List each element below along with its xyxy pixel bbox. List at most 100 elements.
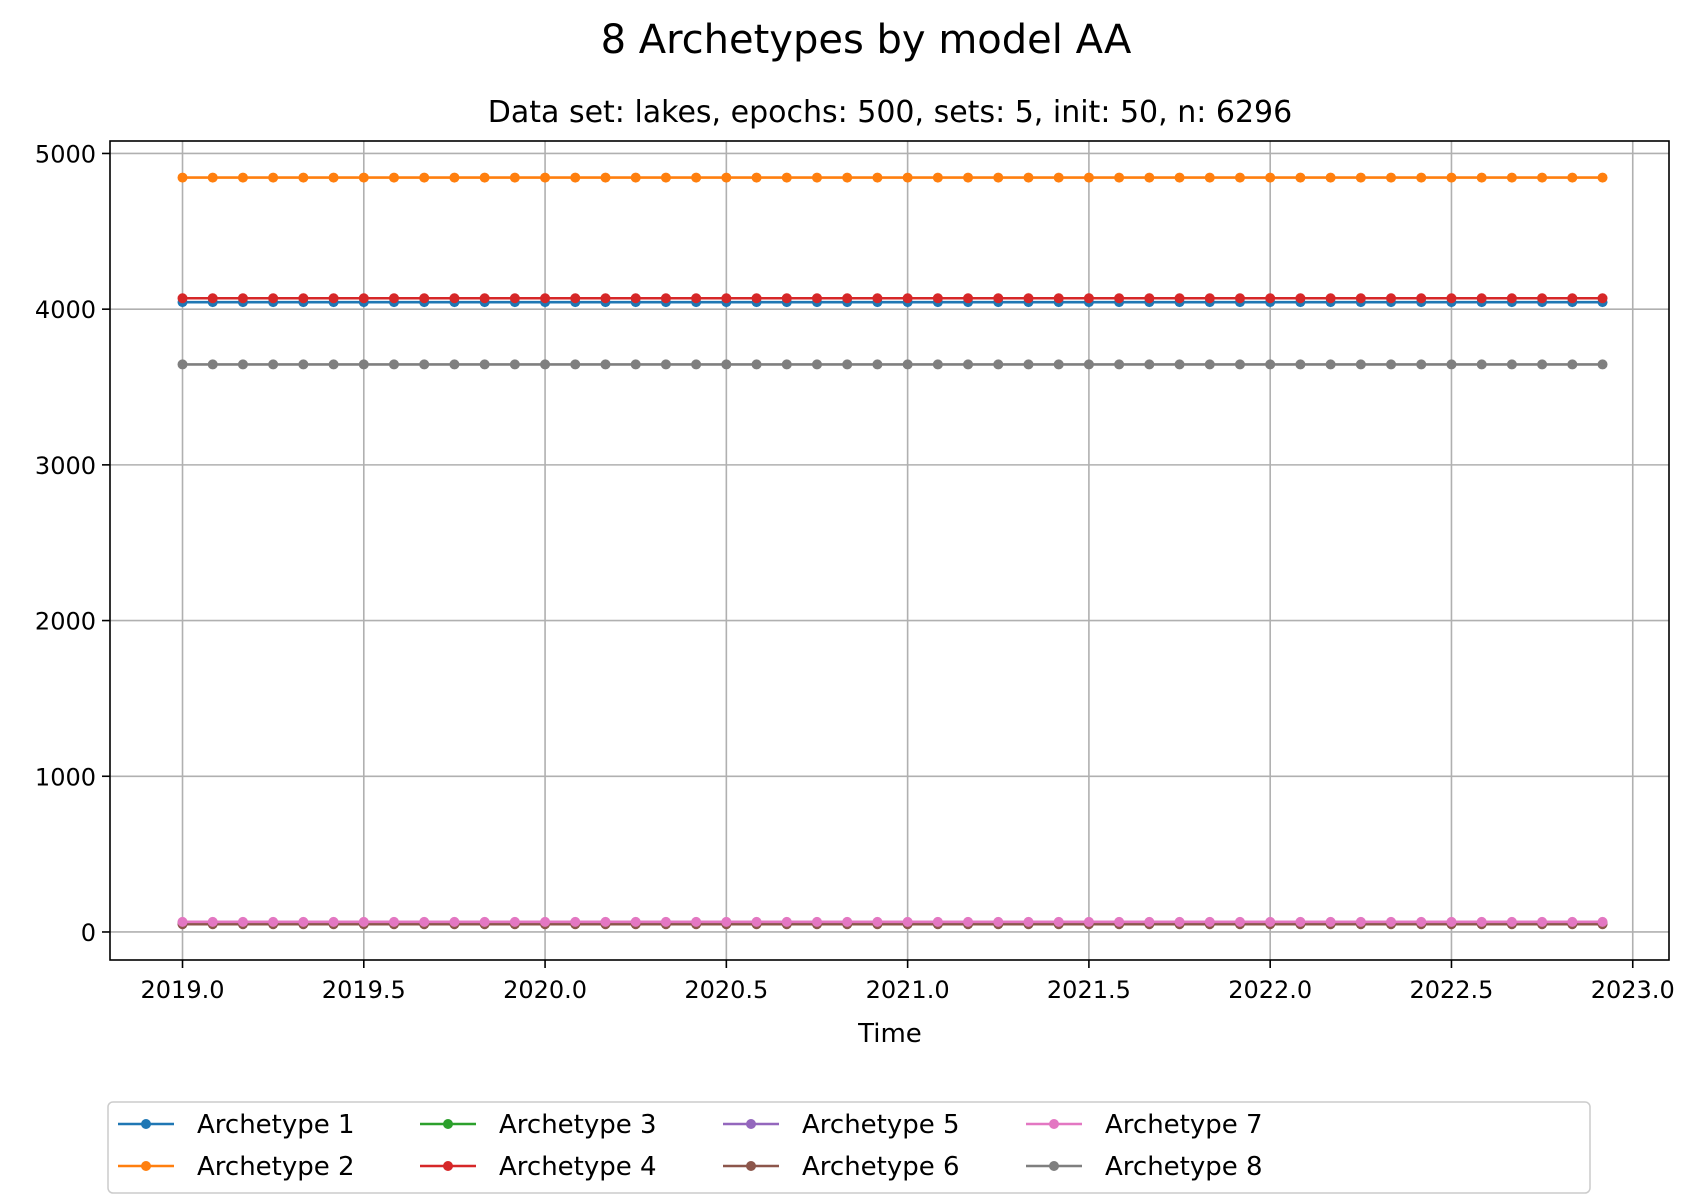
- data-point: [1476, 916, 1487, 927]
- legend-label: Archetype 5: [802, 1110, 960, 1140]
- x-tick-label: 2021.0: [866, 976, 950, 1004]
- data-point: [872, 916, 883, 927]
- data-point: [811, 359, 822, 370]
- data-point: [1023, 359, 1034, 370]
- data-point: [1597, 172, 1608, 183]
- data-point: [1355, 359, 1366, 370]
- data-point: [298, 359, 309, 370]
- data-point: [902, 293, 913, 304]
- legend-item-archetype-1: Archetype 1: [118, 1110, 355, 1140]
- data-point: [963, 916, 974, 927]
- data-point: [751, 916, 762, 927]
- legend-item-archetype-8: Archetype 8: [1026, 1152, 1263, 1182]
- data-point: [1144, 359, 1155, 370]
- data-point: [1386, 359, 1397, 370]
- y-tick-label: 2000: [35, 608, 96, 636]
- data-point: [781, 359, 792, 370]
- x-tick-label: 2021.5: [1047, 976, 1131, 1004]
- data-point: [1295, 172, 1306, 183]
- data-point: [1083, 916, 1094, 927]
- data-point: [963, 172, 974, 183]
- legend-swatch-marker: [443, 1119, 453, 1129]
- data-point: [1053, 916, 1064, 927]
- data-point: [1114, 916, 1125, 927]
- data-point: [600, 359, 611, 370]
- data-point: [1204, 359, 1215, 370]
- data-point: [751, 359, 762, 370]
- data-point: [1114, 172, 1125, 183]
- data-point: [1295, 916, 1306, 927]
- y-tick-label: 1000: [35, 763, 96, 791]
- data-point: [1567, 172, 1578, 183]
- data-point: [842, 916, 853, 927]
- legend-label: Archetype 4: [499, 1152, 657, 1182]
- data-point: [1144, 293, 1155, 304]
- data-point: [691, 172, 702, 183]
- y-tick-label: 5000: [35, 140, 96, 168]
- legend-swatch-marker: [1049, 1161, 1059, 1171]
- legend-label: Archetype 2: [197, 1152, 355, 1182]
- data-point: [1506, 359, 1517, 370]
- data-point: [1446, 916, 1457, 927]
- data-point: [570, 916, 581, 927]
- data-point: [1567, 359, 1578, 370]
- data-point: [1295, 293, 1306, 304]
- data-point: [1537, 172, 1548, 183]
- data-point: [389, 172, 399, 183]
- data-point: [328, 172, 339, 183]
- data-point: [419, 359, 430, 370]
- data-point: [751, 172, 762, 183]
- data-point: [932, 172, 943, 183]
- legend-swatch-marker: [141, 1119, 151, 1129]
- x-tick-label: 2022.5: [1409, 976, 1493, 1004]
- data-point: [963, 293, 974, 304]
- data-point: [691, 293, 702, 304]
- data-point: [1265, 359, 1276, 370]
- data-point: [177, 916, 188, 927]
- data-point: [781, 172, 792, 183]
- data-point: [328, 359, 339, 370]
- data-point: [479, 293, 490, 304]
- data-point: [630, 916, 641, 927]
- data-point: [1355, 172, 1366, 183]
- data-point: [1295, 359, 1306, 370]
- data-point: [570, 172, 581, 183]
- data-point: [1053, 293, 1064, 304]
- data-point: [540, 172, 551, 183]
- data-point: [1265, 172, 1276, 183]
- data-point: [781, 293, 792, 304]
- data-point: [1144, 172, 1155, 183]
- data-point: [932, 916, 943, 927]
- data-point: [358, 359, 369, 370]
- data-point: [268, 172, 279, 183]
- data-point: [630, 172, 641, 183]
- data-point: [237, 172, 248, 183]
- data-point: [268, 916, 279, 927]
- chart-title: 8 Archetypes by model AA: [601, 17, 1132, 63]
- data-point: [449, 359, 460, 370]
- data-point: [509, 293, 520, 304]
- data-point: [1174, 293, 1185, 304]
- data-point: [1325, 172, 1336, 183]
- data-point: [237, 916, 248, 927]
- x-tick-label: 2023.0: [1591, 976, 1675, 1004]
- data-point: [207, 293, 218, 304]
- data-point: [540, 916, 551, 927]
- series-archetype-4: [177, 293, 1608, 304]
- data-point: [600, 293, 611, 304]
- legend-item-archetype-5: Archetype 5: [723, 1110, 960, 1140]
- data-point: [389, 916, 399, 927]
- x-tick-label: 2020.0: [503, 976, 587, 1004]
- data-point: [1386, 916, 1397, 927]
- data-point: [811, 172, 822, 183]
- data-point: [1053, 172, 1064, 183]
- data-point: [660, 916, 671, 927]
- data-point: [781, 916, 792, 927]
- data-point: [630, 293, 641, 304]
- x-axis-label: Time: [857, 1019, 922, 1049]
- legend-item-archetype-4: Archetype 4: [420, 1152, 657, 1182]
- data-point: [1416, 293, 1427, 304]
- data-point: [1567, 293, 1578, 304]
- data-point: [993, 916, 1004, 927]
- legend-item-archetype-7: Archetype 7: [1026, 1110, 1263, 1140]
